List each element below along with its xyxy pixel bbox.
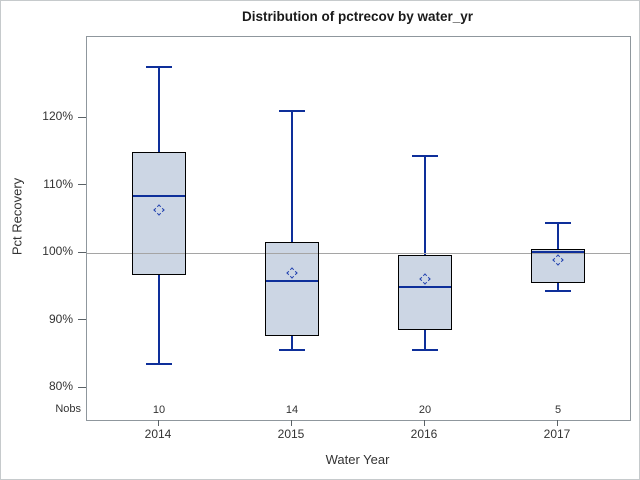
box-iqr-border — [132, 151, 186, 276]
x-tick-mark — [157, 420, 159, 426]
x-tick-mark — [423, 420, 425, 426]
box-iqr-border — [531, 248, 585, 283]
y-tick-label: 120% — [42, 109, 73, 123]
nobs-value: 10 — [152, 404, 166, 416]
x-tick-label: 2014 — [144, 427, 172, 441]
y-tick-mark — [78, 116, 86, 118]
nobs-value: 5 — [554, 404, 562, 416]
nobs-row-label: Nobs — [55, 403, 81, 415]
x-tick-label: 2017 — [543, 427, 571, 441]
median-line — [266, 280, 318, 283]
box-iqr-fill — [265, 242, 319, 336]
y-tick-mark — [78, 251, 86, 253]
reference-line-100pct — [87, 252, 630, 254]
whisker-cap-bottom — [146, 363, 172, 366]
box-iqr-fill — [132, 151, 186, 276]
x-tick-label: 2016 — [410, 427, 438, 441]
x-tick-mark — [290, 420, 292, 426]
whisker-cap-top — [412, 155, 438, 158]
nobs-value: 20 — [418, 404, 432, 416]
median-line — [133, 194, 185, 197]
chart-title: Distribution of pctrecov by water_yr — [241, 9, 474, 24]
whisker-cap-top — [146, 65, 172, 68]
whisker-cap-top — [279, 109, 305, 112]
whisker-cap-bottom — [279, 348, 305, 351]
x-axis-title: Water Year — [325, 452, 390, 467]
x-tick-label: 2015 — [277, 427, 305, 441]
median-line — [532, 251, 584, 254]
box-iqr-border — [398, 255, 452, 330]
y-tick-mark — [78, 184, 86, 185]
y-tick-label: 90% — [48, 311, 73, 326]
whisker-stem — [291, 110, 293, 350]
y-tick-label: 100% — [42, 244, 73, 258]
box-iqr-fill — [531, 248, 585, 283]
whisker-cap-bottom — [545, 289, 571, 292]
y-tick-label: 80% — [48, 379, 73, 393]
whisker-cap-top — [545, 221, 571, 224]
box-iqr-border — [265, 242, 319, 336]
nobs-value: 14 — [285, 404, 299, 416]
x-tick-mark — [556, 420, 558, 426]
y-tick-mark — [78, 319, 86, 320]
plot-area: 10 14 20 5 — [86, 36, 631, 421]
box-iqr-fill — [398, 255, 452, 330]
y-tick-label: 110% — [43, 176, 73, 191]
y-axis-title: Pct Recovery — [9, 177, 25, 256]
whisker-cap-bottom — [412, 348, 438, 351]
y-tick-mark — [78, 386, 86, 388]
median-line — [399, 286, 451, 289]
